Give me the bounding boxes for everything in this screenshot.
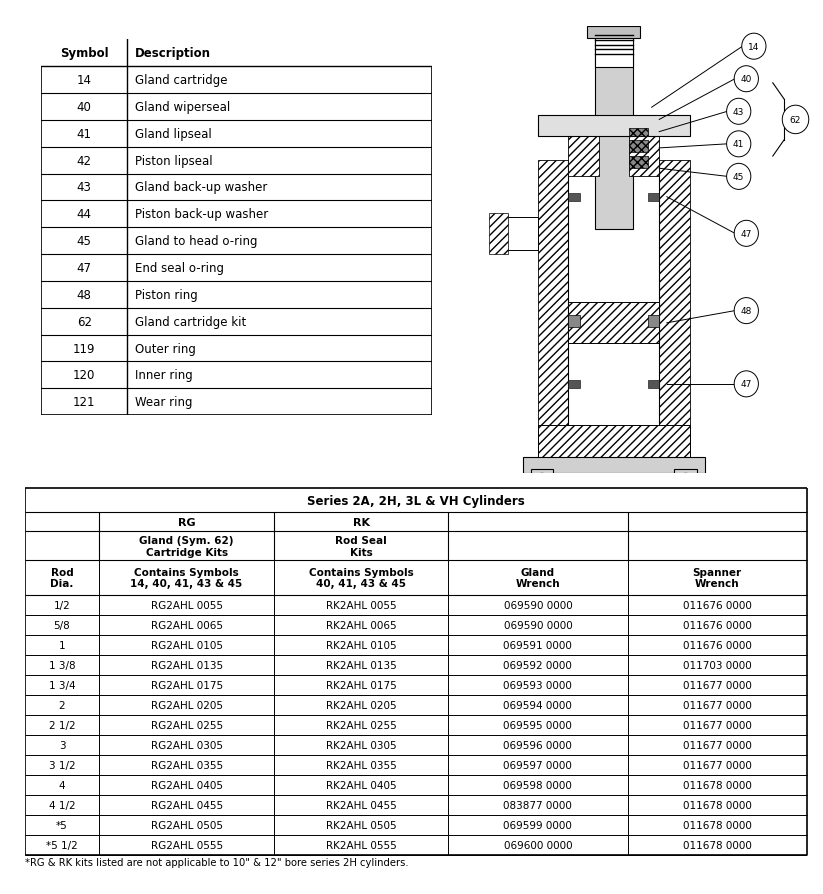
Text: 011676 0000: 011676 0000 [683, 640, 751, 650]
Bar [569, 316, 579, 327]
Text: RK2AHL 0255: RK2AHL 0255 [326, 720, 397, 730]
Text: 62: 62 [790, 116, 802, 125]
Text: 1/2: 1/2 [53, 600, 71, 610]
Bar [538, 161, 569, 453]
Text: 4 1/2: 4 1/2 [49, 800, 76, 810]
Circle shape [678, 474, 693, 490]
Text: RG2AHL 0355: RG2AHL 0355 [151, 760, 223, 770]
Bar [629, 140, 648, 153]
Text: 069600 0000: 069600 0000 [504, 839, 572, 849]
Bar [569, 193, 579, 201]
Bar [531, 469, 553, 494]
Text: RK2AHL 0105: RK2AHL 0105 [326, 640, 397, 650]
Text: Gland to head o-ring: Gland to head o-ring [135, 235, 258, 248]
Bar [500, 218, 538, 250]
Bar [595, 27, 633, 67]
Text: Rod Seal
Kits: Rod Seal Kits [335, 536, 387, 557]
Text: RK: RK [352, 517, 370, 527]
Text: RG2AHL 0175: RG2AHL 0175 [151, 680, 223, 690]
Bar [569, 303, 659, 344]
Text: RG2AHL 0105: RG2AHL 0105 [151, 640, 222, 650]
Text: Gland cartridge: Gland cartridge [135, 74, 227, 87]
Text: *5: *5 [56, 820, 68, 830]
Text: 011677 0000: 011677 0000 [683, 720, 751, 730]
Text: 48: 48 [77, 289, 91, 301]
Bar [648, 316, 659, 327]
Text: Symbol: Symbol [60, 47, 109, 60]
Text: End seal o-ring: End seal o-ring [135, 262, 224, 274]
Text: 41: 41 [77, 128, 91, 140]
Text: Piston ring: Piston ring [135, 289, 198, 301]
Text: RG2AHL 0405: RG2AHL 0405 [151, 780, 222, 789]
Text: Gland cartridge kit: Gland cartridge kit [135, 316, 246, 328]
Text: RK2AHL 0135: RK2AHL 0135 [326, 660, 397, 670]
Text: 45: 45 [77, 235, 91, 248]
Text: Outer ring: Outer ring [135, 342, 196, 355]
Text: 069591 0000: 069591 0000 [504, 640, 572, 650]
Text: 47: 47 [77, 262, 91, 274]
Text: RK2AHL 0175: RK2AHL 0175 [326, 680, 397, 690]
Text: RK2AHL 0205: RK2AHL 0205 [326, 700, 397, 710]
Text: 14: 14 [77, 74, 91, 87]
Text: RK2AHL 0405: RK2AHL 0405 [326, 780, 397, 789]
Bar [595, 27, 633, 230]
Text: 069590 0000: 069590 0000 [504, 620, 572, 630]
Text: 121: 121 [73, 396, 95, 409]
Text: 48: 48 [741, 307, 752, 316]
Text: 119: 119 [73, 342, 95, 355]
Text: Gland lipseal: Gland lipseal [135, 128, 212, 140]
Circle shape [727, 99, 751, 125]
Text: Contains Symbols
14, 40, 41, 43 & 45: Contains Symbols 14, 40, 41, 43 & 45 [131, 567, 243, 588]
Text: 1 3/4: 1 3/4 [49, 680, 76, 690]
Text: 011677 0000: 011677 0000 [683, 680, 751, 690]
Bar [523, 458, 704, 474]
Text: 069592 0000: 069592 0000 [504, 660, 572, 670]
Bar [588, 27, 640, 39]
Text: RG2AHL 0065: RG2AHL 0065 [151, 620, 222, 630]
Text: 120: 120 [73, 369, 95, 382]
Text: 2: 2 [58, 700, 65, 710]
Text: 43: 43 [77, 181, 91, 194]
Text: Contains Symbols
40, 41, 43 & 45: Contains Symbols 40, 41, 43 & 45 [309, 567, 413, 588]
Text: 011678 0000: 011678 0000 [683, 839, 751, 849]
Text: RG: RG [178, 517, 195, 527]
Bar [629, 121, 659, 177]
Bar [659, 161, 690, 453]
Text: 2 1/2: 2 1/2 [49, 720, 76, 730]
Text: 011678 0000: 011678 0000 [683, 780, 751, 789]
Text: RG2AHL 0505: RG2AHL 0505 [151, 820, 222, 830]
Circle shape [727, 131, 751, 157]
Circle shape [534, 474, 550, 490]
Text: Description: Description [135, 47, 211, 60]
Text: Series 2A, 2H, 3L & VH Cylinders: Series 2A, 2H, 3L & VH Cylinders [307, 494, 524, 507]
Text: 4: 4 [58, 780, 65, 789]
Text: 083877 0000: 083877 0000 [504, 800, 572, 810]
Text: RK2AHL 0055: RK2AHL 0055 [326, 600, 397, 610]
Text: RG2AHL 0455: RG2AHL 0455 [151, 800, 223, 810]
Text: Gland (Sym. 62)
Cartridge Kits: Gland (Sym. 62) Cartridge Kits [139, 536, 234, 557]
Text: 069596 0000: 069596 0000 [504, 740, 572, 750]
Circle shape [734, 371, 759, 398]
Text: 011678 0000: 011678 0000 [683, 800, 751, 810]
Text: 1 3/8: 1 3/8 [49, 660, 76, 670]
Text: 45: 45 [733, 173, 745, 181]
Text: RG2AHL 0555: RG2AHL 0555 [151, 839, 223, 849]
Text: RG2AHL 0135: RG2AHL 0135 [151, 660, 223, 670]
Bar [648, 380, 659, 389]
Text: 3 1/2: 3 1/2 [49, 760, 76, 770]
Text: RK2AHL 0505: RK2AHL 0505 [326, 820, 397, 830]
Text: 011703 0000: 011703 0000 [683, 660, 751, 670]
Circle shape [734, 221, 759, 247]
Text: Piston back-up washer: Piston back-up washer [135, 208, 268, 221]
Text: 011677 0000: 011677 0000 [683, 740, 751, 750]
Text: Inner ring: Inner ring [135, 369, 193, 382]
Text: Gland
Wrench: Gland Wrench [516, 567, 560, 588]
Text: 069598 0000: 069598 0000 [504, 780, 572, 789]
Text: *5 1/2: *5 1/2 [46, 839, 78, 849]
Text: 47: 47 [741, 230, 752, 239]
Text: RG2AHL 0255: RG2AHL 0255 [151, 720, 223, 730]
Text: 011676 0000: 011676 0000 [683, 600, 751, 610]
Text: 41: 41 [733, 140, 745, 149]
Circle shape [782, 106, 809, 134]
Bar [629, 156, 648, 169]
